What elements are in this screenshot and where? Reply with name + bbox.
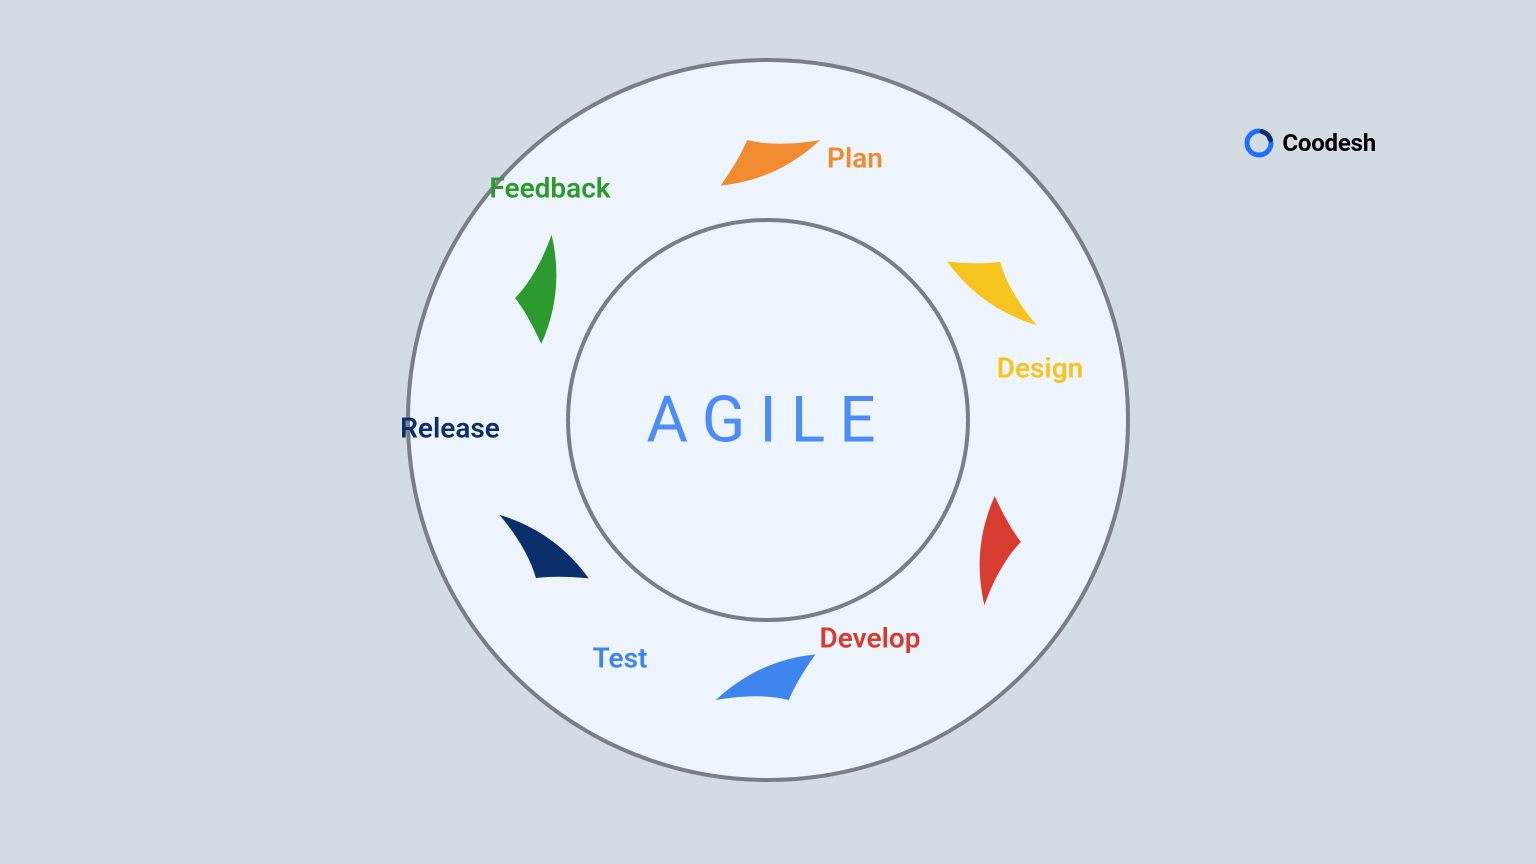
stage-label-design: Design bbox=[997, 351, 1084, 384]
stage-label-release: Release bbox=[400, 411, 500, 444]
stage-label-plan: Plan bbox=[827, 141, 883, 174]
stage-label-develop: Develop bbox=[820, 621, 921, 654]
stage-label-feedback: Feedback bbox=[489, 171, 610, 204]
coodesh-logo-icon bbox=[1244, 128, 1274, 158]
brand-name: Coodesh bbox=[1282, 129, 1376, 157]
stage-label-test: Test bbox=[593, 641, 648, 674]
brand-logo: Coodesh bbox=[1244, 128, 1376, 158]
cycle-center-title: AGILE bbox=[568, 383, 968, 458]
diagram-canvas: Plan Design Develop Test Release Feedback AGI… bbox=[0, 0, 1536, 864]
